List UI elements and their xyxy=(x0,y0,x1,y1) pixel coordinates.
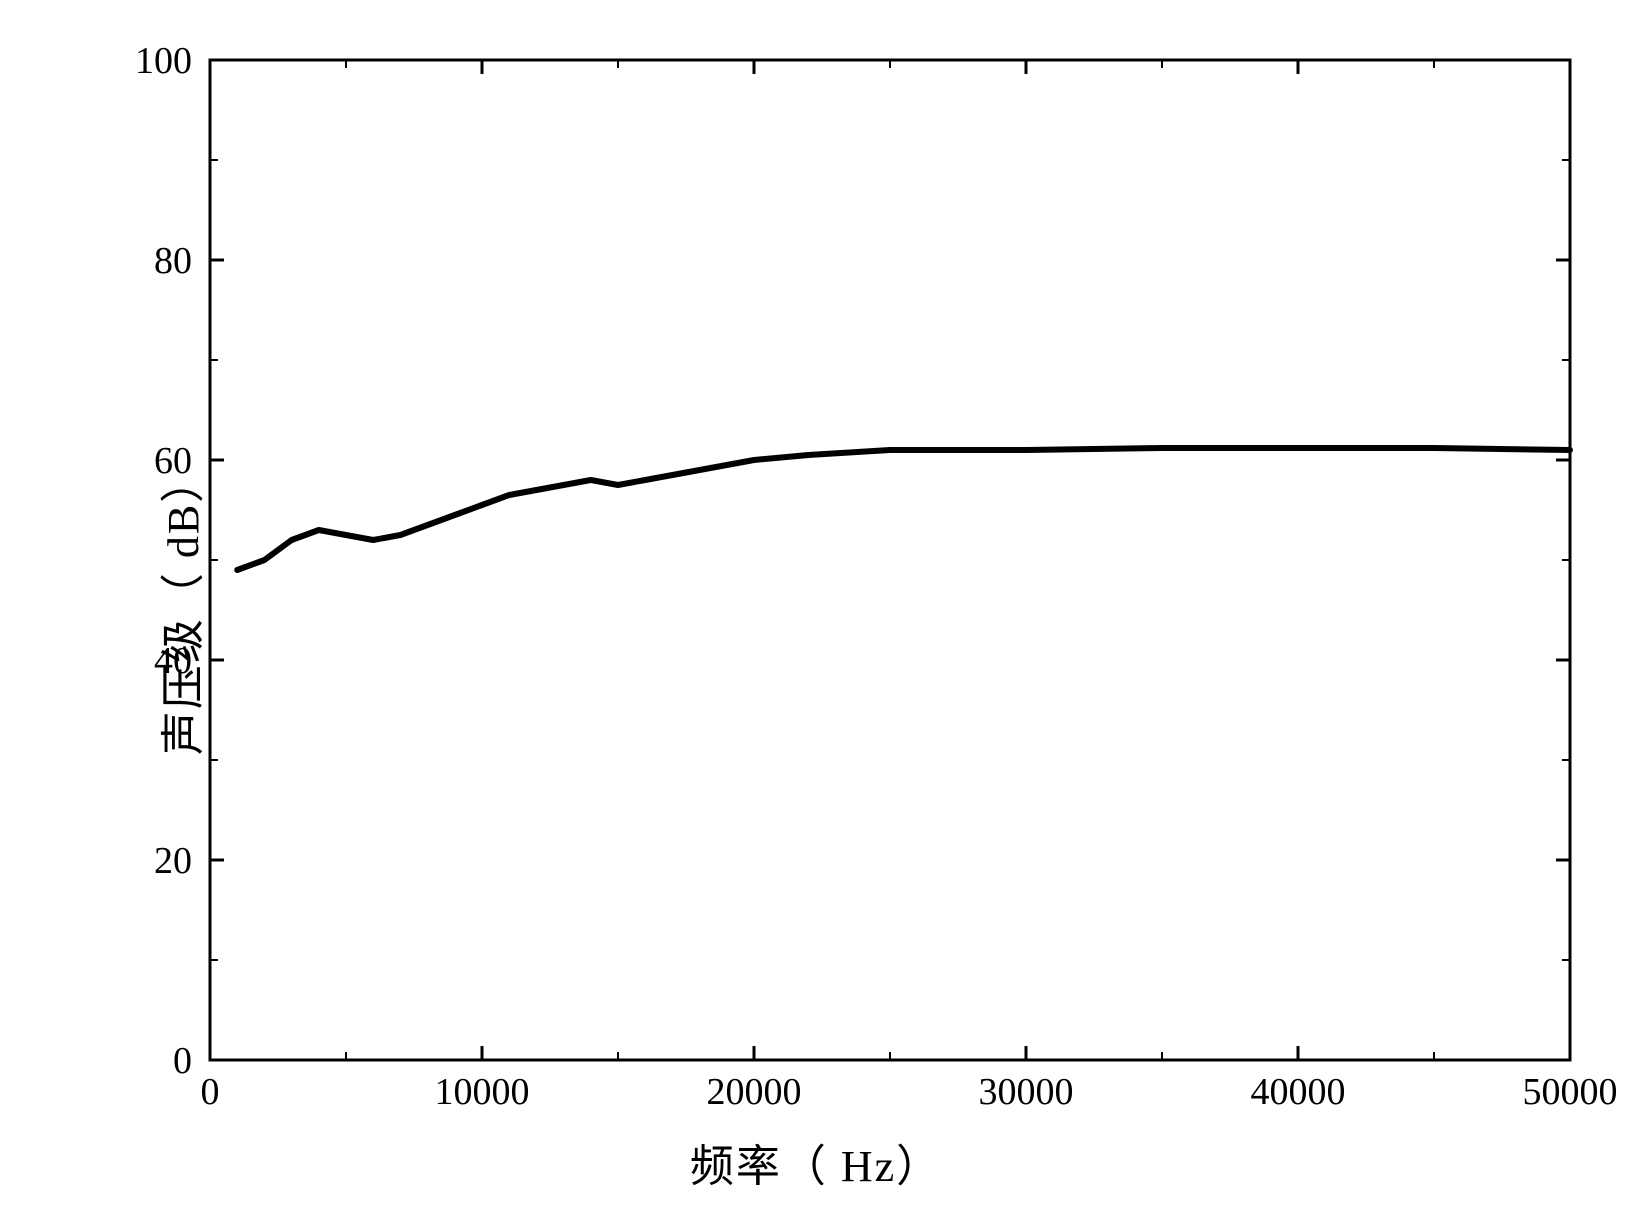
svg-text:20: 20 xyxy=(154,840,192,882)
y-axis-label: 声压级（ dB） xyxy=(147,457,211,755)
svg-text:0: 0 xyxy=(173,1040,192,1082)
chart-svg: 01000020000300004000050000020406080100 xyxy=(0,0,1632,1212)
svg-text:100: 100 xyxy=(135,40,192,82)
x-axis-label: 频率（ Hz） xyxy=(690,1130,942,1194)
svg-text:80: 80 xyxy=(154,240,192,282)
svg-text:0: 0 xyxy=(201,1071,220,1113)
svg-text:50000: 50000 xyxy=(1523,1071,1618,1113)
chart-container: 01000020000300004000050000020406080100 声… xyxy=(0,0,1632,1212)
svg-text:30000: 30000 xyxy=(979,1071,1074,1113)
svg-text:40000: 40000 xyxy=(1251,1071,1346,1113)
svg-text:10000: 10000 xyxy=(435,1071,530,1113)
svg-text:20000: 20000 xyxy=(707,1071,802,1113)
